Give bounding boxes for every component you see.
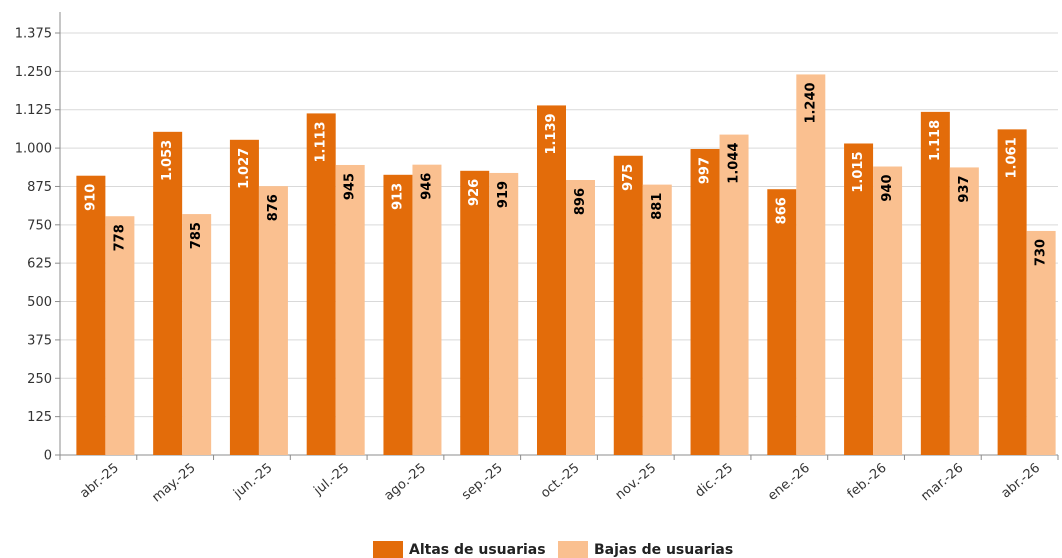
bar-bajas bbox=[412, 164, 442, 455]
y-tick-label: 500 bbox=[27, 295, 52, 310]
bar-bajas bbox=[719, 134, 749, 455]
x-tick-label: oct.-25 bbox=[538, 461, 583, 502]
legend-swatch-bajas bbox=[558, 541, 588, 558]
bar-value-label: 1.240 bbox=[803, 82, 818, 123]
bar-altas bbox=[153, 131, 183, 456]
y-axis: 0 125 250 375 500 625 750 875 1.000 1.125 1.250 1.3… bbox=[15, 12, 61, 464]
y-tick-label: 375 bbox=[27, 333, 52, 348]
bar-bajas bbox=[182, 214, 212, 455]
bar-altas bbox=[997, 129, 1027, 456]
bar-value-label: 926 bbox=[467, 179, 482, 206]
bar-altas bbox=[613, 155, 643, 455]
bar-value-label: 1.061 bbox=[1005, 137, 1020, 178]
x-tick-label: dic.-25 bbox=[692, 461, 736, 501]
bar-bajas bbox=[1026, 230, 1056, 455]
bar-value-label: 1.015 bbox=[851, 151, 866, 192]
y-tick-label: 0 bbox=[44, 449, 52, 464]
bar-value-label: 1.044 bbox=[727, 143, 742, 184]
bar-bajas bbox=[796, 74, 826, 455]
legend: Altas de usuarias Bajas de usuarias bbox=[373, 541, 733, 558]
bar-value-label: 881 bbox=[650, 193, 665, 220]
bar-bajas bbox=[489, 172, 519, 455]
bar-altas bbox=[537, 105, 566, 455]
x-tick-label: ene.-26 bbox=[765, 461, 813, 504]
bar-bajas bbox=[335, 164, 365, 456]
bar-value-label: 778 bbox=[112, 224, 127, 251]
bar-bajas bbox=[642, 184, 672, 455]
bar-bajas bbox=[566, 180, 595, 455]
bar-bajas bbox=[949, 167, 979, 455]
bar-altas bbox=[844, 143, 874, 455]
bar-altas bbox=[767, 189, 797, 455]
bar-altas bbox=[76, 175, 106, 456]
legend-label-bajas: Bajas de usuarias bbox=[594, 542, 733, 558]
x-tick-label: sep.-25 bbox=[459, 461, 506, 504]
bar-value-label: 785 bbox=[189, 222, 204, 249]
bar-altas bbox=[229, 139, 259, 455]
bar-altas bbox=[690, 149, 720, 455]
legend-label-altas: Altas de usuarias bbox=[409, 542, 546, 558]
bar-value-label: 975 bbox=[621, 164, 636, 191]
y-tick-label: 1.250 bbox=[15, 65, 52, 80]
x-tick-label: abr.-25 bbox=[77, 461, 122, 502]
bar-value-label: 940 bbox=[880, 175, 895, 202]
bar-value-label: 910 bbox=[83, 184, 98, 211]
bar-value-label: 946 bbox=[419, 173, 434, 200]
y-tick-label: 1.125 bbox=[15, 103, 52, 118]
bar-value-label: 730 bbox=[1034, 239, 1049, 266]
y-tick-label: 1.000 bbox=[15, 142, 52, 157]
x-tick-label: mar.-26 bbox=[918, 461, 966, 505]
bar-bajas bbox=[105, 216, 135, 455]
bar-value-label: 866 bbox=[774, 197, 789, 224]
bar-value-label: 1.139 bbox=[544, 113, 559, 154]
bar-value-label: 997 bbox=[698, 157, 713, 184]
y-tick-label: 750 bbox=[27, 218, 52, 233]
x-tick-label: jul.-25 bbox=[311, 461, 353, 499]
y-tick-label: 625 bbox=[27, 257, 52, 272]
bar-value-label: 1.118 bbox=[928, 120, 943, 161]
bar-value-label: 919 bbox=[496, 181, 511, 208]
y-tick-label: 125 bbox=[27, 410, 52, 425]
x-tick-label: nov.-25 bbox=[613, 461, 660, 504]
bar-value-label: 896 bbox=[573, 188, 588, 215]
bar-value-label: 1.053 bbox=[160, 140, 175, 181]
bar-value-label: 913 bbox=[390, 183, 405, 210]
bars: 910 778 1.053 785 1.027 876 1.113 945 913 946 926 9… bbox=[76, 74, 1056, 456]
x-tick-label: jun.-25 bbox=[230, 461, 275, 502]
y-tick-label: 250 bbox=[27, 372, 52, 387]
x-tick-label: feb.-26 bbox=[845, 461, 890, 502]
bar-altas bbox=[460, 170, 490, 455]
legend-swatch-altas bbox=[373, 541, 403, 558]
bar-value-label: 937 bbox=[957, 175, 972, 202]
bar-altas bbox=[383, 174, 413, 456]
bar-bajas bbox=[873, 166, 903, 456]
bar-bajas bbox=[258, 186, 288, 455]
x-axis: abr.-25 may.-25 jun.-25 jul.-25 ago.-25 sep.-… bbox=[59, 455, 1059, 506]
bar-altas bbox=[920, 111, 950, 455]
bar-value-label: 1.113 bbox=[314, 121, 329, 162]
bar-altas bbox=[306, 113, 336, 455]
x-tick-label: ago.-25 bbox=[382, 461, 429, 504]
bar-value-label: 876 bbox=[266, 194, 281, 221]
y-tick-label: 875 bbox=[27, 180, 52, 195]
bar-value-label: 1.027 bbox=[237, 148, 252, 189]
y-tick-label: 1.375 bbox=[15, 27, 52, 42]
x-tick-label: may.-25 bbox=[149, 461, 198, 506]
bar-value-label: 945 bbox=[343, 173, 358, 200]
x-tick-label: abr.-26 bbox=[998, 461, 1043, 502]
